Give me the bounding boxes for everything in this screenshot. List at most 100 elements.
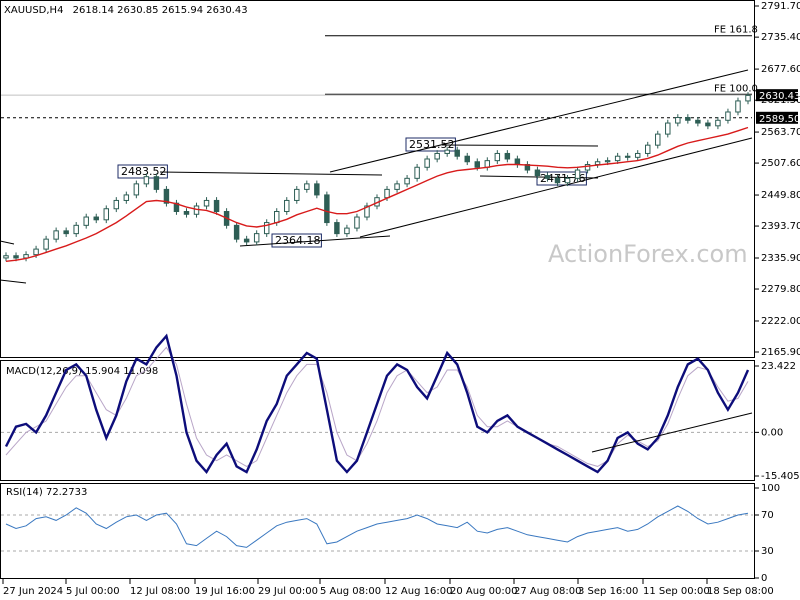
candle-body [434,152,440,160]
candle-body [695,119,701,124]
candle-body [614,155,621,162]
x-tick-label: 20 Aug 00:00 [450,586,517,597]
candle-body [634,152,641,158]
channel-lower-line [359,137,753,238]
support-line-1 [239,235,391,247]
price-tick-label: 2393.70 [761,221,800,232]
candle-body [655,133,661,146]
candle-body [484,160,491,168]
header: XAUUSD,H4 2618.14 2630.85 2615.94 2630.4… [4,5,248,16]
candle-body [504,152,511,160]
candle-body [103,208,109,221]
candle-body [153,176,160,190]
x-tick-label: 3 Sep 16:00 [578,586,638,597]
annotations: 2483.52 2531.52 2471.76 2364.18 [117,137,587,248]
candle-body [263,222,270,235]
x-tick-label: 12 Aug 16:00 [385,586,452,597]
candle-body [334,222,340,235]
header-ohlc: 2618.14 2630.85 2615.94 2630.43 [73,5,248,16]
candle-body [665,122,671,135]
candle-body [424,158,430,168]
range-top-line [441,144,599,147]
candle-body [133,183,140,196]
rsi-panel [0,483,755,579]
price-tick-label: 2563.70 [761,127,800,138]
candle-body [344,227,350,235]
price-box-last-text: 2630.43 [759,91,800,102]
candle-body [83,216,89,226]
macd-trendline [591,412,753,453]
resistance-line-1 [159,171,383,176]
candle-body [394,183,400,190]
macd-tick-label: -15.405 [761,471,800,482]
fe-100-label: FE 100.0 [714,83,758,94]
candle-body [13,255,19,259]
rsi-line [5,505,749,548]
x-tick-label: 29 Jul 00:00 [258,586,318,597]
price-tick-label: 2279.80 [761,284,800,295]
candle-body [354,216,360,229]
price-tick-label: 2222.00 [761,316,800,327]
candle-body [735,100,741,113]
candle-body [705,122,711,127]
rsi-tick-label: 30 [761,546,774,557]
candle-body [534,169,541,177]
candle-body [574,169,581,179]
price-box-level-text: 2589.50 [759,114,800,125]
candle-body [604,160,611,163]
candle-body [454,149,460,157]
x-tick-label: 19 Jul 16:00 [195,586,255,597]
candle-body [63,230,69,235]
watermark: ActionForex.com [548,240,748,268]
price-tick-label: 2677.60 [761,64,800,75]
price-layer: FE 161.8 FE 100.0 [0,25,758,284]
rsi-tick-label: 100 [761,483,780,494]
x-tick-label: 27 Aug 08:00 [514,586,581,597]
candle-body [584,164,591,171]
candle-body [253,233,260,243]
label-2531: 2531.52 [405,137,456,152]
candle-body [33,248,39,256]
candle-body [294,188,300,201]
label-2483-text: 2483.52 [121,165,167,178]
edge-line-bottom [0,279,27,284]
candle-body [284,199,290,213]
x-tick-label: 11 Sep 00:00 [643,586,710,597]
price-tick-label: 2507.60 [761,158,800,169]
header-symbol: XAUUSD,H4 [4,5,63,16]
candle-body [113,199,120,210]
candle-body [73,224,79,235]
macd-layer [1,333,753,475]
fe-161-label: FE 161.8 [714,25,758,36]
label-2531-frame [405,137,456,152]
macd-tick-label: 0.00 [761,427,783,438]
x-tick-label: 18 Sep 08:00 [707,586,774,597]
price-box-level-bg [756,111,798,124]
candle-body [233,224,240,240]
candle-body [685,117,691,121]
price-tick-label: 2791.70 [761,1,800,12]
label-2471-text: 2471.76 [540,172,586,185]
x-tick-label: 27 Jun 2024 [3,586,63,597]
price-box-last: 2630.43 [756,89,800,102]
candle-body [594,161,601,166]
price-tick-label: 2335.90 [761,253,800,264]
price-tick-label: 2449.80 [761,190,800,201]
price-box-last-bg [756,89,798,102]
rsi-tick-label: 70 [761,510,774,521]
candle-body [364,205,370,218]
candle-body [43,238,49,250]
label-2364-text: 2364.18 [275,234,321,247]
macd-tick-label: 23.422 [761,361,796,372]
candle-body [53,230,59,240]
candle-body [163,188,170,204]
candle-body [203,199,210,207]
candle-body [314,183,320,196]
candle-body [444,149,450,154]
candle-body [243,238,250,243]
macd-line [4,333,750,475]
label-2364: 2364.18 [271,233,322,248]
label-2483-frame [117,164,168,179]
candle-body [404,177,410,185]
